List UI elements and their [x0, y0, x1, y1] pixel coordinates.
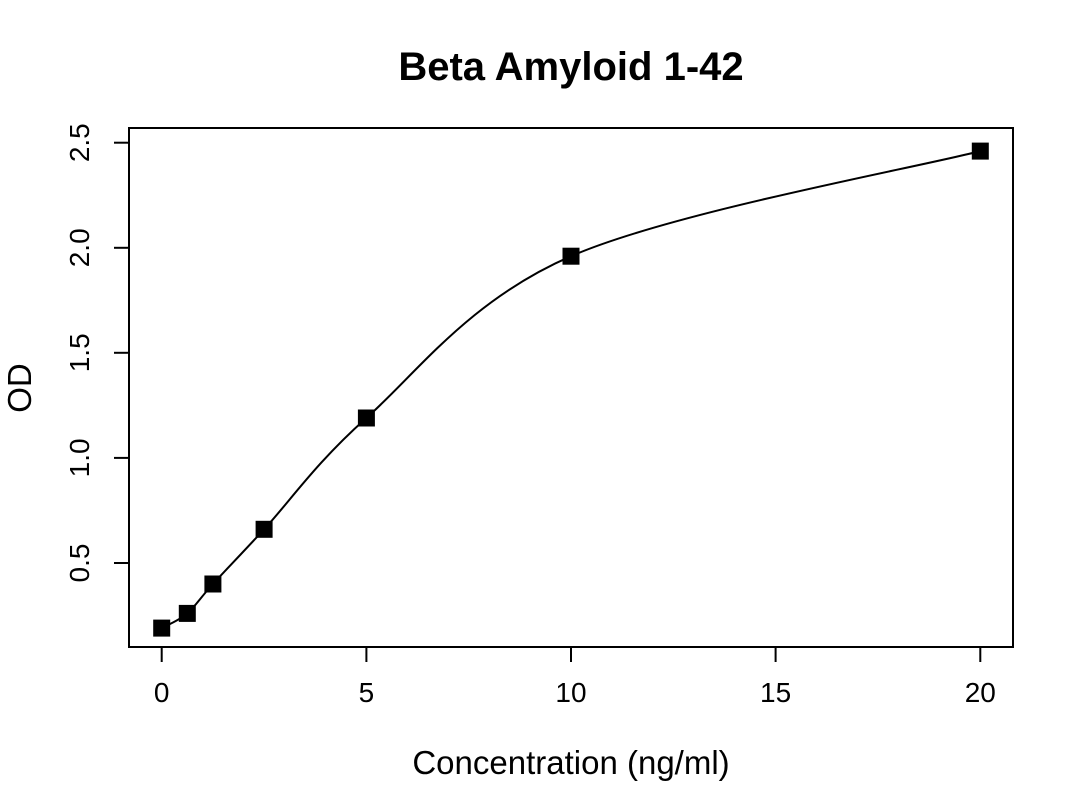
data-point-marker — [204, 575, 222, 593]
x-tick-label: 0 — [154, 677, 170, 708]
y-tick-label: 2.0 — [64, 228, 95, 267]
x-tick-label: 5 — [359, 677, 375, 708]
x-axis-label: Concentration (ng/ml) — [412, 744, 730, 781]
data-point-marker — [153, 619, 171, 637]
y-axis-label: OD — [1, 363, 38, 413]
y-tick-label: 1.0 — [64, 438, 95, 477]
fitted-curve — [161, 150, 981, 629]
x-tick-label: 20 — [965, 677, 996, 708]
plot-box — [128, 127, 1014, 648]
y-tick-label: 2.5 — [64, 123, 95, 162]
data-point-marker — [357, 409, 375, 427]
data-point-marker — [178, 604, 196, 622]
y-tick-label: 1.5 — [64, 333, 95, 372]
data-point-marker — [562, 247, 580, 265]
x-tick-label: 10 — [555, 677, 586, 708]
data-point-marker — [255, 520, 273, 538]
x-tick-label: 15 — [760, 677, 791, 708]
y-tick-label: 0.5 — [64, 544, 95, 583]
chart-title: Beta Amyloid 1-42 — [398, 45, 744, 89]
data-point-marker — [971, 142, 989, 160]
